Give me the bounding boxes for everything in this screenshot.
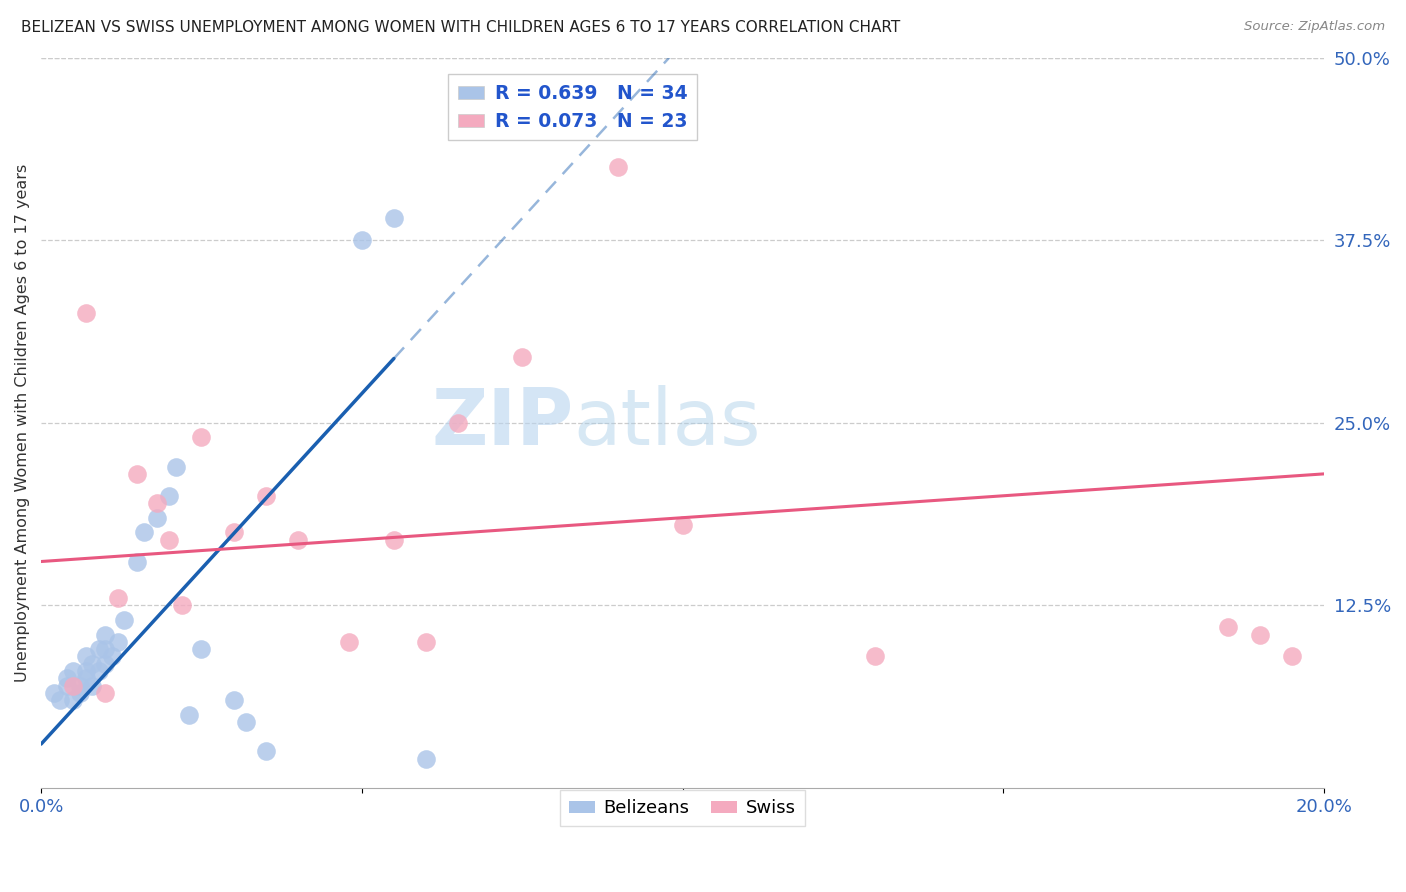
Point bbox=[254, 489, 277, 503]
Point bbox=[49, 693, 72, 707]
Point bbox=[75, 649, 97, 664]
Point bbox=[1216, 620, 1239, 634]
Text: atlas: atlas bbox=[574, 384, 761, 461]
Point bbox=[42, 686, 65, 700]
Point bbox=[190, 430, 212, 444]
Point bbox=[382, 211, 405, 226]
Point bbox=[94, 657, 117, 671]
Point bbox=[145, 496, 167, 510]
Point bbox=[94, 686, 117, 700]
Text: ZIP: ZIP bbox=[432, 384, 574, 461]
Legend: Belizeans, Swiss: Belizeans, Swiss bbox=[561, 790, 804, 826]
Point bbox=[94, 642, 117, 657]
Point bbox=[100, 649, 122, 664]
Point bbox=[94, 627, 117, 641]
Point bbox=[607, 160, 630, 174]
Point bbox=[222, 693, 245, 707]
Point bbox=[671, 518, 693, 533]
Point bbox=[69, 686, 91, 700]
Point bbox=[69, 679, 91, 693]
Y-axis label: Unemployment Among Women with Children Ages 6 to 17 years: Unemployment Among Women with Children A… bbox=[15, 163, 30, 681]
Point bbox=[235, 715, 257, 730]
Point bbox=[190, 642, 212, 657]
Point bbox=[415, 635, 437, 649]
Point bbox=[165, 459, 187, 474]
Point bbox=[157, 533, 180, 547]
Point bbox=[82, 657, 104, 671]
Point bbox=[87, 642, 110, 657]
Point bbox=[62, 679, 84, 693]
Point bbox=[107, 635, 129, 649]
Text: BELIZEAN VS SWISS UNEMPLOYMENT AMONG WOMEN WITH CHILDREN AGES 6 TO 17 YEARS CORR: BELIZEAN VS SWISS UNEMPLOYMENT AMONG WOM… bbox=[21, 20, 900, 35]
Point bbox=[127, 554, 149, 568]
Point bbox=[127, 467, 149, 481]
Point bbox=[75, 671, 97, 685]
Point bbox=[415, 752, 437, 766]
Point bbox=[75, 664, 97, 678]
Point bbox=[510, 350, 533, 364]
Point bbox=[337, 635, 360, 649]
Point bbox=[177, 707, 200, 722]
Point bbox=[62, 664, 84, 678]
Point bbox=[55, 679, 77, 693]
Point bbox=[87, 664, 110, 678]
Point bbox=[82, 679, 104, 693]
Point bbox=[1249, 627, 1271, 641]
Point bbox=[350, 233, 373, 247]
Point bbox=[145, 510, 167, 524]
Point bbox=[222, 525, 245, 540]
Point bbox=[287, 533, 309, 547]
Point bbox=[172, 599, 194, 613]
Text: Source: ZipAtlas.com: Source: ZipAtlas.com bbox=[1244, 20, 1385, 33]
Point bbox=[55, 671, 77, 685]
Point bbox=[132, 525, 155, 540]
Point bbox=[447, 416, 470, 430]
Point bbox=[62, 693, 84, 707]
Point bbox=[75, 306, 97, 320]
Point bbox=[157, 489, 180, 503]
Point bbox=[114, 613, 136, 627]
Point bbox=[1281, 649, 1303, 664]
Point bbox=[107, 591, 129, 605]
Point bbox=[863, 649, 886, 664]
Point bbox=[382, 533, 405, 547]
Point bbox=[254, 744, 277, 758]
